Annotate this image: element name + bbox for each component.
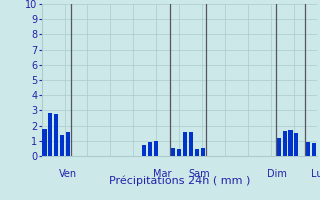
Bar bbox=[195, 149, 199, 156]
Bar bbox=[288, 130, 292, 156]
Bar bbox=[66, 132, 70, 156]
Bar bbox=[43, 129, 47, 156]
Text: Sam: Sam bbox=[188, 169, 210, 179]
Text: Dim: Dim bbox=[267, 169, 287, 179]
Bar bbox=[171, 148, 175, 156]
Bar bbox=[277, 138, 281, 156]
Bar bbox=[183, 132, 187, 156]
Bar bbox=[294, 133, 298, 156]
Text: Mar: Mar bbox=[153, 169, 171, 179]
Bar bbox=[283, 131, 287, 156]
Bar bbox=[48, 113, 52, 156]
X-axis label: Précipitations 24h ( mm ): Précipitations 24h ( mm ) bbox=[108, 175, 250, 186]
Bar bbox=[312, 143, 316, 156]
Text: Ven: Ven bbox=[59, 169, 77, 179]
Bar bbox=[177, 149, 181, 156]
Bar bbox=[189, 132, 193, 156]
Text: Lun: Lun bbox=[311, 169, 320, 179]
Bar bbox=[154, 141, 158, 156]
Bar bbox=[201, 148, 205, 156]
Bar bbox=[148, 142, 152, 156]
Bar bbox=[142, 145, 146, 156]
Bar bbox=[54, 114, 58, 156]
Bar bbox=[306, 142, 310, 156]
Bar bbox=[60, 135, 64, 156]
